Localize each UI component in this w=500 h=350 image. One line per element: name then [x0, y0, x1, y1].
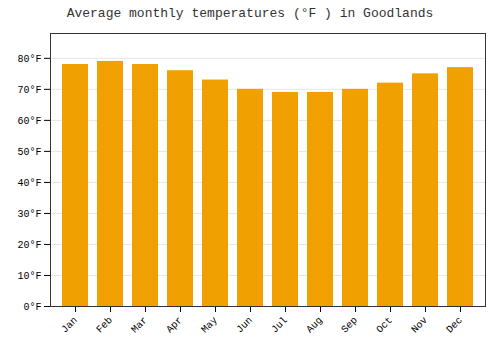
- svg-text:Jan: Jan: [59, 315, 80, 336]
- svg-text:20°F: 20°F: [17, 240, 41, 251]
- svg-text:Feb: Feb: [94, 315, 115, 336]
- svg-text:10°F: 10°F: [17, 271, 41, 282]
- html-text:Average monthly temperatures (: Average monthly temperatures (°F ) in Go…: [66, 6, 434, 21]
- svg-text:50°F: 50°F: [17, 147, 41, 158]
- svg-text:Dec: Dec: [444, 315, 465, 336]
- svg-text:80°F: 80°F: [17, 54, 41, 65]
- svg-text:Jul: Jul: [269, 315, 290, 336]
- svg-text:60°F: 60°F: [17, 116, 41, 127]
- svg-text:70°F: 70°F: [17, 85, 41, 96]
- svg-text:May: May: [199, 315, 220, 336]
- svg-text:Nov: Nov: [409, 315, 430, 336]
- svg-text:Aug: Aug: [304, 315, 325, 336]
- svg-text:Jun: Jun: [234, 315, 255, 336]
- svg-text:0°F: 0°F: [23, 302, 41, 313]
- svg-text:30°F: 30°F: [17, 209, 41, 220]
- svg-text:Mar: Mar: [129, 315, 150, 336]
- svg-text:Sep: Sep: [339, 315, 360, 336]
- svg-text:40°F: 40°F: [17, 178, 41, 189]
- svg-text:Apr: Apr: [164, 315, 185, 336]
- svg-text:Oct: Oct: [374, 315, 395, 336]
